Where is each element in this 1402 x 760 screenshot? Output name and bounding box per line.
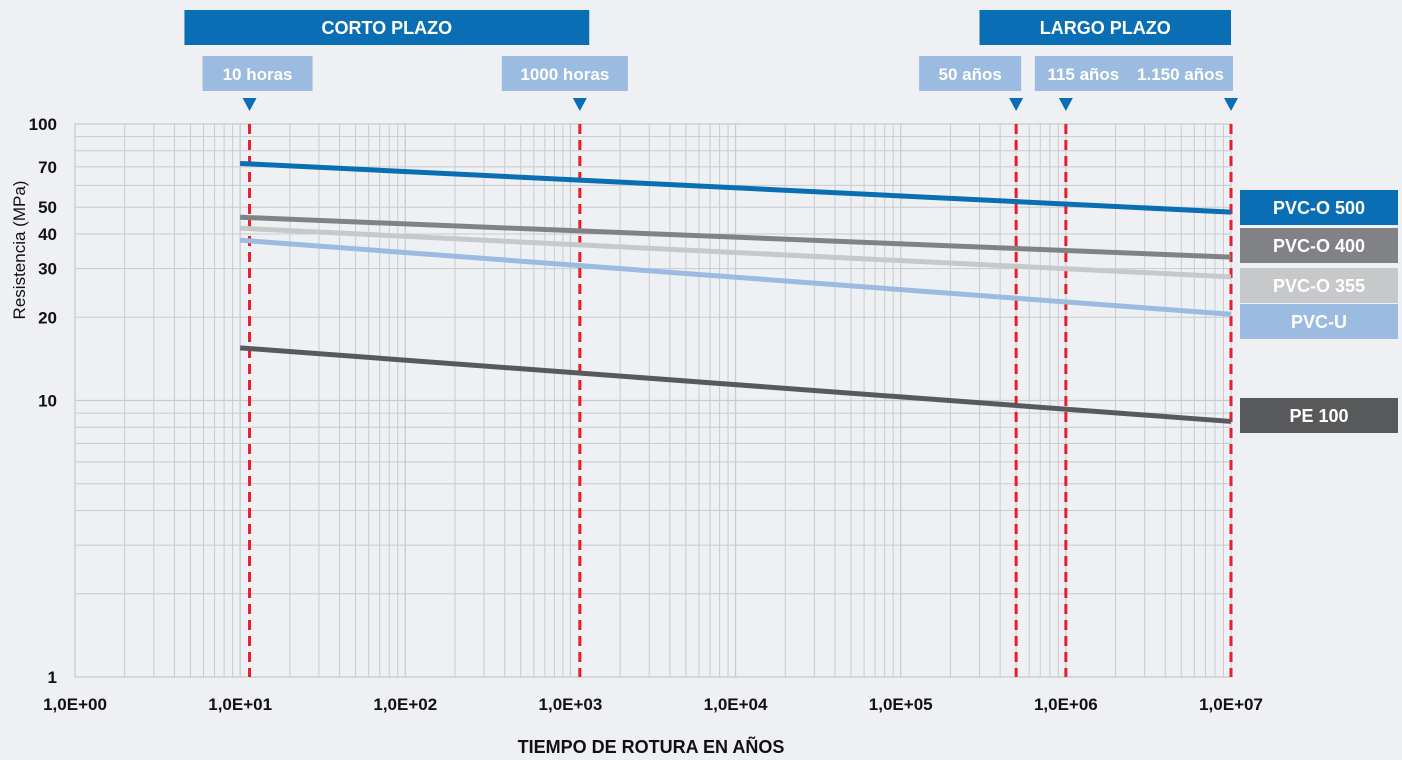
reference-tag xyxy=(919,56,1022,91)
period-banner xyxy=(184,10,590,45)
x-tick-label: 1,0E+01 xyxy=(208,695,272,714)
period-banners: CORTO PLAZO LARGO PLAZO xyxy=(184,10,1231,45)
legend-label: PVC-O 500 xyxy=(1273,198,1365,218)
y-tick-label: 100 xyxy=(29,115,57,134)
reference-lines xyxy=(242,98,1238,677)
x-axis-title: TIEMPO DE ROTURA EN AÑOS xyxy=(518,736,785,757)
reference-tag-label: 115 años xyxy=(1047,65,1119,84)
x-tick-labels: 1,0E+00 1,0E+01 1,0E+02 1,0E+03 1,0E+04 1,0E+… xyxy=(43,695,1263,714)
legend-label: PVC-U xyxy=(1291,312,1347,332)
reference-marker xyxy=(1009,98,1024,111)
legend-box xyxy=(1240,228,1398,263)
legend-box xyxy=(1240,190,1398,225)
series-lines xyxy=(239,160,1232,424)
reference-tag xyxy=(202,56,313,91)
x-tick-label: 1,0E+03 xyxy=(539,695,603,714)
legend-label: PVC-O 355 xyxy=(1273,276,1365,296)
period-banner-label: CORTO PLAZO xyxy=(322,18,453,38)
y-tick-label: 10 xyxy=(38,392,57,411)
reference-tag xyxy=(1034,56,1132,91)
legend-label: PE 100 xyxy=(1289,406,1348,426)
period-banner-label: LARGO PLAZO xyxy=(1040,18,1171,38)
x-tick-label: 1,0E+04 xyxy=(704,695,768,714)
y-tick-labels: 1 10 20 30 40 50 70 100 xyxy=(29,115,57,687)
period-banner xyxy=(979,10,1231,45)
legend-label: PVC-O 400 xyxy=(1273,236,1365,256)
y-tick-label: 1 xyxy=(48,668,57,687)
reference-tag-label: 1.150 años xyxy=(1137,65,1224,84)
legend-box xyxy=(1240,304,1398,339)
legend-box xyxy=(1240,398,1398,433)
y-tick-label: 20 xyxy=(38,308,57,327)
series-line xyxy=(240,225,1232,280)
reference-marker xyxy=(572,98,587,111)
series-line xyxy=(240,160,1232,215)
reference-tag-label: 50 años xyxy=(938,65,1001,84)
y-tick-label: 30 xyxy=(38,260,57,279)
reference-tags: 10 horas 1000 horas 50 años 115 años 1.150 a… xyxy=(202,56,1233,91)
series-line xyxy=(239,237,1232,317)
y-axis-title: Resistencia (MPa) xyxy=(10,181,29,320)
x-tick-label: 1,0E+02 xyxy=(373,695,437,714)
reference-marker xyxy=(1224,98,1238,111)
x-tick-label: 1,0E+07 xyxy=(1199,695,1263,714)
series-line xyxy=(239,345,1232,424)
reference-tag xyxy=(1128,56,1233,91)
reference-tag-label: 10 horas xyxy=(223,65,293,84)
reference-marker xyxy=(242,98,257,111)
legend-box xyxy=(1240,268,1398,303)
y-tick-label: 40 xyxy=(38,225,57,244)
x-tick-label: 1,0E+06 xyxy=(1034,695,1098,714)
y-tick-label: 50 xyxy=(38,198,57,217)
reference-tag-label: 1000 horas xyxy=(520,65,609,84)
reference-marker xyxy=(1058,98,1073,111)
x-tick-label: 1,0E+00 xyxy=(43,695,107,714)
x-tick-label: 1,0E+05 xyxy=(869,695,933,714)
series-line xyxy=(240,214,1232,260)
legend: PVC-O 500 PVC-O 400 PVC-O 355 PVC-U PE 100 xyxy=(1240,190,1398,433)
y-tick-label: 70 xyxy=(38,158,57,177)
reference-tag xyxy=(501,56,628,91)
